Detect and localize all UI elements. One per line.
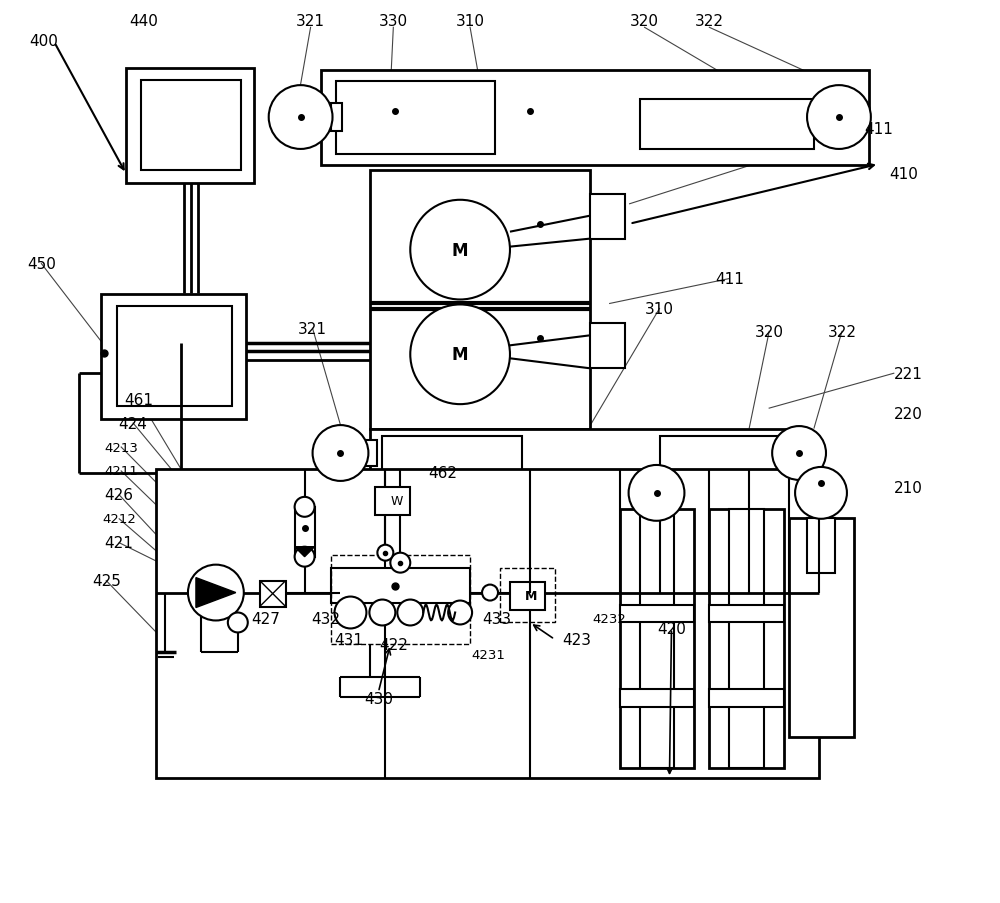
Text: 322: 322	[695, 14, 724, 29]
Text: M: M	[452, 346, 468, 364]
Text: 220: 220	[894, 406, 923, 421]
Text: 221: 221	[894, 367, 923, 381]
Text: M: M	[525, 590, 537, 602]
Text: 4232: 4232	[593, 612, 627, 625]
Text: 426: 426	[105, 488, 134, 503]
Text: 420: 420	[657, 621, 686, 637]
Circle shape	[410, 200, 510, 300]
Text: 310: 310	[645, 302, 674, 317]
Text: 423: 423	[562, 632, 591, 647]
Text: 422: 422	[379, 638, 408, 652]
Bar	[126, 70, 254, 183]
Text: 4231: 4231	[471, 648, 505, 661]
Text: 450: 450	[27, 256, 56, 272]
Text: 4213: 4213	[104, 441, 138, 454]
Bar	[117, 307, 232, 406]
Text: 400: 400	[29, 33, 58, 49]
Text: 425: 425	[92, 573, 121, 589]
Bar	[370, 430, 809, 479]
Text: 411: 411	[715, 272, 744, 287]
Bar	[640, 509, 674, 768]
Bar	[156, 470, 819, 778]
Bar	[620, 605, 694, 623]
Text: 430: 430	[364, 691, 393, 706]
Bar	[709, 605, 784, 623]
Bar	[510, 582, 545, 610]
Text: 440: 440	[130, 14, 159, 29]
Text: 330: 330	[379, 14, 408, 29]
Bar	[590, 194, 625, 239]
Bar	[620, 690, 694, 707]
Text: 461: 461	[125, 392, 154, 407]
Bar	[321, 71, 869, 165]
Text: 462: 462	[429, 466, 458, 481]
Bar	[382, 436, 522, 471]
Text: 320: 320	[630, 14, 659, 29]
Polygon shape	[295, 547, 315, 557]
Bar	[709, 509, 784, 768]
Bar	[375, 488, 410, 516]
Bar	[295, 507, 315, 557]
Bar	[141, 81, 241, 171]
Bar	[101, 295, 246, 420]
Circle shape	[410, 305, 510, 405]
Bar	[789, 518, 854, 738]
Bar	[660, 436, 779, 471]
Text: 321: 321	[296, 14, 325, 29]
Bar	[779, 441, 801, 467]
Circle shape	[335, 597, 366, 628]
Bar	[260, 581, 286, 607]
Text: 427: 427	[251, 611, 280, 627]
Bar	[590, 324, 625, 368]
Circle shape	[807, 86, 871, 150]
Text: 320: 320	[755, 324, 784, 340]
Circle shape	[269, 86, 333, 150]
Circle shape	[313, 425, 368, 481]
Circle shape	[482, 585, 498, 600]
Text: 321: 321	[298, 321, 327, 337]
Bar	[331, 568, 470, 603]
Bar	[500, 568, 555, 623]
Circle shape	[228, 613, 248, 633]
Text: W: W	[390, 495, 403, 507]
Circle shape	[448, 600, 472, 625]
Bar	[807, 518, 835, 573]
Circle shape	[295, 498, 315, 517]
Bar	[709, 690, 784, 707]
Bar	[640, 100, 814, 150]
Text: 432: 432	[311, 611, 340, 627]
Text: 421: 421	[105, 535, 134, 551]
Text: 210: 210	[894, 481, 923, 496]
Bar	[813, 104, 839, 132]
Bar	[620, 509, 694, 768]
Polygon shape	[196, 578, 236, 608]
Text: 310: 310	[456, 14, 485, 29]
Text: 433: 433	[482, 611, 512, 627]
Bar	[729, 509, 764, 768]
Text: 424: 424	[119, 416, 148, 431]
Circle shape	[369, 600, 395, 626]
Bar	[331, 104, 342, 132]
Text: 4211: 4211	[104, 465, 138, 478]
Circle shape	[397, 600, 423, 626]
Circle shape	[772, 426, 826, 480]
Text: 431: 431	[334, 632, 363, 647]
Text: 4212: 4212	[102, 513, 136, 526]
Circle shape	[295, 547, 315, 567]
Bar	[336, 82, 495, 154]
Circle shape	[390, 553, 410, 573]
Text: 410: 410	[889, 167, 918, 182]
Bar	[370, 171, 590, 430]
Circle shape	[629, 465, 684, 521]
Circle shape	[795, 468, 847, 519]
Text: M: M	[452, 241, 468, 259]
Circle shape	[188, 565, 244, 620]
Text: 411: 411	[864, 123, 893, 137]
Bar	[331, 555, 470, 645]
Bar	[365, 441, 377, 467]
Circle shape	[377, 545, 393, 561]
Text: 322: 322	[827, 324, 856, 340]
